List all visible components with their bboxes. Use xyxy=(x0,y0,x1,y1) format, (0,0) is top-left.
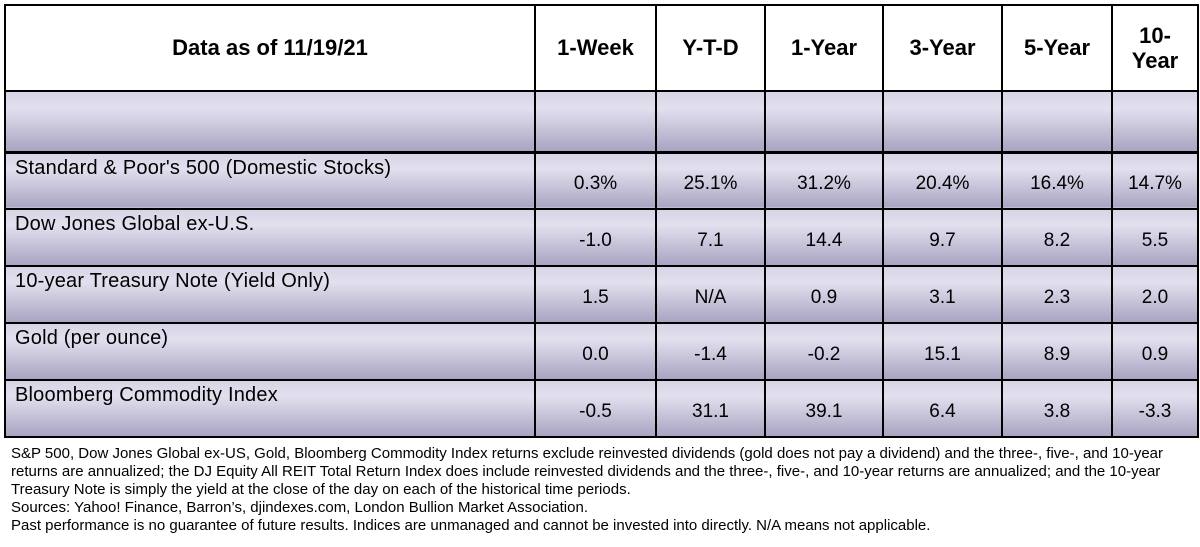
footnote-methodology: S&P 500, Dow Jones Global ex-US, Gold, B… xyxy=(11,445,1164,498)
value-cell: 8.9 xyxy=(1001,322,1113,381)
value-cell: N/A xyxy=(655,265,766,324)
column-header-ytd: Y-T-D xyxy=(655,4,766,92)
value-cell: 1.5 xyxy=(534,265,657,324)
value-cell: 3.8 xyxy=(1001,379,1113,438)
footnotes: S&P 500, Dow Jones Global ex-US, Gold, B… xyxy=(4,445,1197,535)
value-cell: 0.9 xyxy=(1111,322,1199,381)
value-cell: 0.0 xyxy=(534,322,657,381)
row-label: Gold (per ounce) xyxy=(4,322,536,381)
table-row-treasury: 10-year Treasury Note (Yield Only) 1.5 N… xyxy=(4,265,1199,324)
spacer-cell xyxy=(655,90,766,154)
spacer-cell xyxy=(882,90,1003,154)
performance-table: Data as of 11/19/21 1-Week Y-T-D 1-Year … xyxy=(4,4,1199,438)
value-cell: 5.5 xyxy=(1111,208,1199,267)
value-cell: 9.7 xyxy=(882,208,1003,267)
spacer-cell xyxy=(764,90,884,154)
value-cell: 15.1 xyxy=(882,322,1003,381)
value-cell: 14.4 xyxy=(764,208,884,267)
table-header-row: Data as of 11/19/21 1-Week Y-T-D 1-Year … xyxy=(4,4,1199,92)
value-cell: 3.1 xyxy=(882,265,1003,324)
value-cell: 25.1% xyxy=(655,151,766,210)
value-cell: 16.4% xyxy=(1001,151,1113,210)
table-row-dow-global: Dow Jones Global ex-U.S. -1.0 7.1 14.4 9… xyxy=(4,208,1199,267)
footnote-disclaimer: Past performance is no guarantee of futu… xyxy=(11,517,931,534)
table-row-sp500: Standard & Poor's 500 (Domestic Stocks) … xyxy=(4,151,1199,210)
column-header-1-year: 1-Year xyxy=(764,4,884,92)
spacer-cell xyxy=(534,90,657,154)
row-label: Standard & Poor's 500 (Domestic Stocks) xyxy=(4,151,536,210)
value-cell: 2.3 xyxy=(1001,265,1113,324)
value-cell: -0.5 xyxy=(534,379,657,438)
value-cell: -1.4 xyxy=(655,322,766,381)
column-header-3-year: 3-Year xyxy=(882,4,1003,92)
spacer-cell xyxy=(1001,90,1113,154)
table-row-gold: Gold (per ounce) 0.0 -1.4 -0.2 15.1 8.9 … xyxy=(4,322,1199,381)
spacer-cell xyxy=(1111,90,1199,154)
footnote-sources: Sources: Yahoo! Finance, Barron’s, djind… xyxy=(11,499,588,516)
table-row-bloomberg-commodity: Bloomberg Commodity Index -0.5 31.1 39.1… xyxy=(4,379,1199,438)
value-cell: 7.1 xyxy=(655,208,766,267)
value-cell: 31.2% xyxy=(764,151,884,210)
value-cell: 2.0 xyxy=(1111,265,1199,324)
row-label: Dow Jones Global ex-U.S. xyxy=(4,208,536,267)
value-cell: 20.4% xyxy=(882,151,1003,210)
column-header-5-year: 5-Year xyxy=(1001,4,1113,92)
table-title-cell: Data as of 11/19/21 xyxy=(4,4,536,92)
column-header-10-year: 10-Year xyxy=(1111,4,1199,92)
value-cell: 0.9 xyxy=(764,265,884,324)
value-cell: 14.7% xyxy=(1111,151,1199,210)
spacer-row xyxy=(4,90,1199,154)
value-cell: 8.2 xyxy=(1001,208,1113,267)
spacer-cell xyxy=(4,90,536,154)
value-cell: 39.1 xyxy=(764,379,884,438)
value-cell: -0.2 xyxy=(764,322,884,381)
row-label: 10-year Treasury Note (Yield Only) xyxy=(4,265,536,324)
value-cell: -1.0 xyxy=(534,208,657,267)
value-cell: 31.1 xyxy=(655,379,766,438)
row-label: Bloomberg Commodity Index xyxy=(4,379,536,438)
value-cell: 6.4 xyxy=(882,379,1003,438)
column-header-1-week: 1-Week xyxy=(534,4,657,92)
value-cell: -3.3 xyxy=(1111,379,1199,438)
value-cell: 0.3% xyxy=(534,151,657,210)
